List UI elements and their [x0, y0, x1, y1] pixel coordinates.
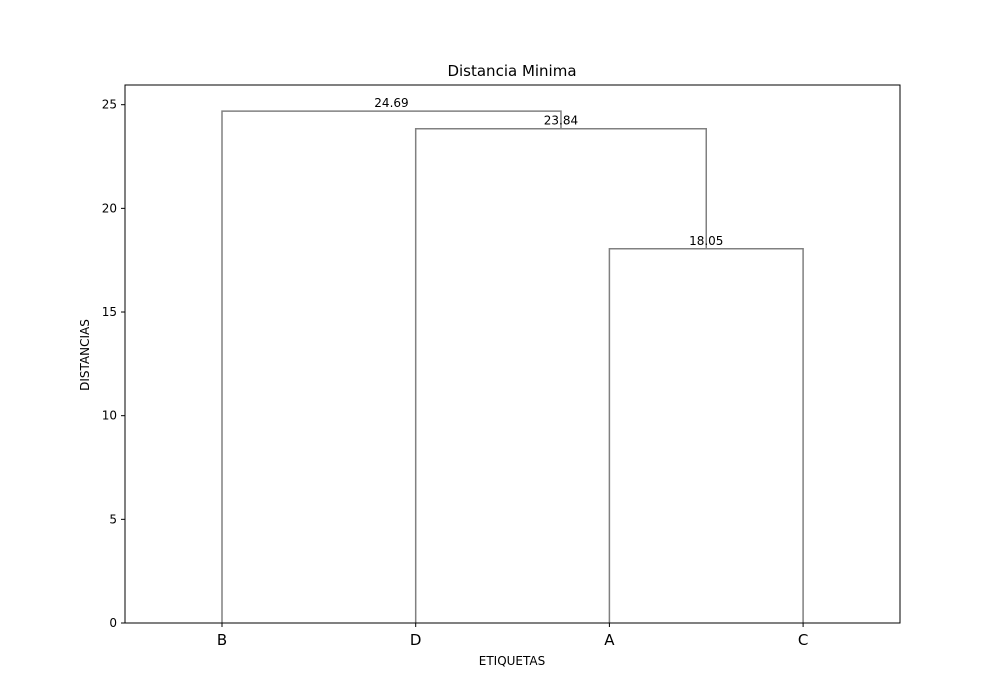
merge-height-label: 18.05: [689, 234, 723, 248]
dendrogram-link: [221, 110, 562, 623]
dendrogram-links: [221, 110, 804, 623]
y-tick-label: 25: [102, 98, 117, 112]
x-axis-label: ETIQUETAS: [479, 654, 546, 668]
dendrogram-link: [414, 127, 707, 623]
dendrogram-link: [608, 248, 804, 623]
y-axis-label: DISTANCIAS: [78, 319, 92, 391]
leaf-label-c: C: [798, 631, 808, 649]
leaf-label-b: B: [217, 631, 227, 649]
y-tick-label: 10: [102, 409, 117, 423]
merge-height-label: 24.69: [374, 96, 408, 110]
y-tick-label: 15: [102, 305, 117, 319]
y-tick-label: 20: [102, 201, 117, 215]
merge-height-label: 23.84: [544, 114, 578, 128]
leaf-label-d: D: [410, 631, 422, 649]
chart-title: Distancia Minima: [447, 62, 576, 80]
y-tick-label: 5: [109, 512, 117, 526]
plot-frame: [124, 84, 901, 624]
y-axis: 0 5 10 15 20 25: [102, 98, 125, 630]
merge-height-labels: 18.05 23.84 24.69: [374, 96, 723, 248]
leaf-label-a: A: [604, 631, 615, 649]
y-tick-label: 0: [109, 616, 117, 630]
